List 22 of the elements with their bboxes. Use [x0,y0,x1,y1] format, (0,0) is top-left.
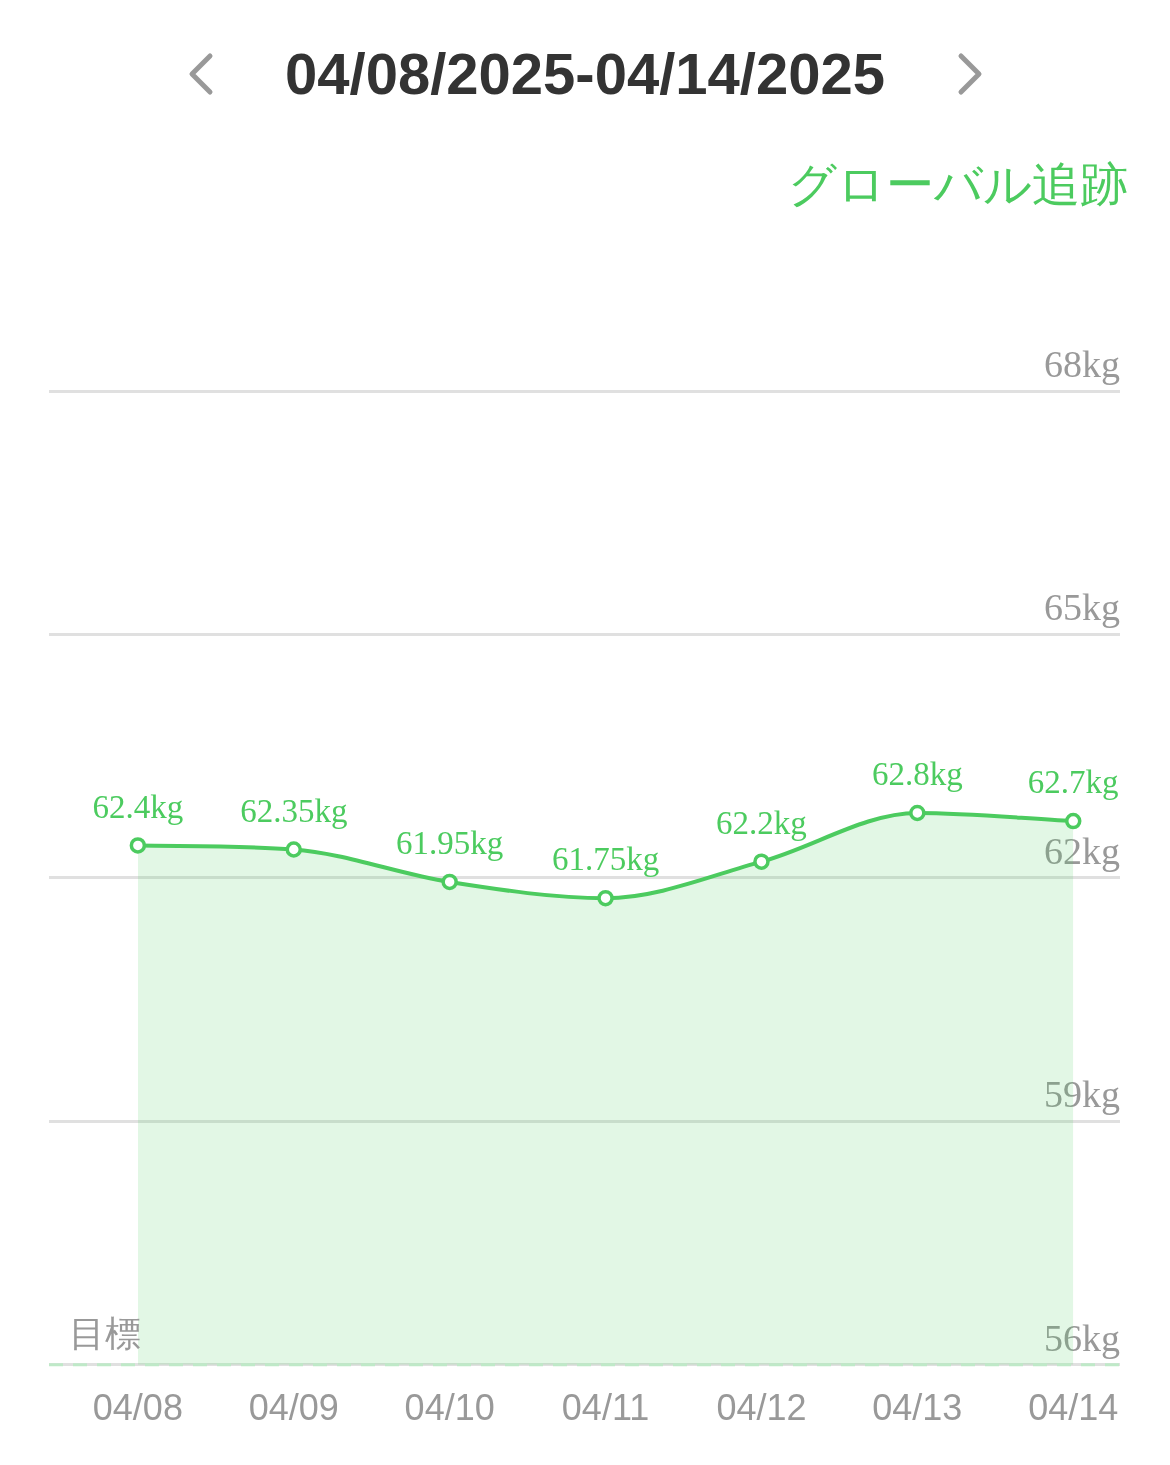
x-tick-label: 04/09 [248,1387,339,1429]
y-tick-label: 68kg [1044,342,1120,385]
data-label: 62.7kg [1027,764,1119,801]
data-label: 62.2kg [716,804,807,841]
x-tick-label: 04/12 [716,1387,807,1429]
y-tick-label: 62kg [1044,829,1120,872]
chart-title: 04/08/2025-04/14/2025 [285,41,885,106]
x-tick-label: 04/13 [872,1387,963,1429]
data-label: 62.4kg [92,788,184,825]
y-tick-label: 59kg [1044,1073,1120,1116]
x-tick-label: 04/08 [92,1387,183,1429]
x-tick-label: 04/11 [561,1387,650,1429]
data-label: 61.75kg [551,841,660,878]
x-tick-label: 04/14 [1028,1387,1119,1429]
data-label: 61.95kg [396,825,504,862]
y-tick-label: 56kg [1044,1316,1120,1359]
chart-subtitle: グローバル追跡 [788,156,1128,212]
data-label: 62.35kg [240,792,348,829]
y-tick-label: 65kg [1044,586,1120,629]
data-label: 62.8kg [871,756,963,793]
ref-line-label: 目標 [69,1314,141,1355]
x-tick-label: 04/10 [404,1387,495,1429]
